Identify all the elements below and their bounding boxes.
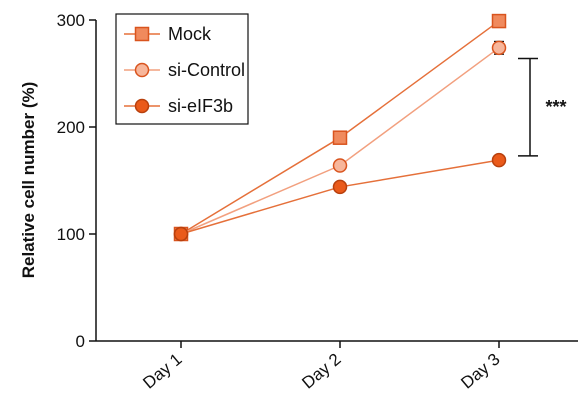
data-point <box>491 13 507 29</box>
legend-marker <box>134 98 150 114</box>
y-tick-label: 200 <box>57 118 85 137</box>
data-point <box>491 152 507 168</box>
legend-label: si-eIF3b <box>168 96 233 116</box>
data-point <box>332 158 348 173</box>
x-tick-label: Day 1 <box>139 350 185 393</box>
legend-label: Mock <box>168 24 212 44</box>
x-tick-label: Day 2 <box>298 350 344 393</box>
legend-item: Mock <box>124 24 212 44</box>
legend: Mock si-Control si-eIF3b <box>115 13 249 125</box>
legend-marker <box>134 62 150 78</box>
x-axis: Day 1 Day 2 Day 3 <box>96 340 578 393</box>
data-point <box>491 40 507 56</box>
data-point <box>332 130 348 145</box>
legend-marker <box>134 26 150 42</box>
y-tick-label: 300 <box>57 11 85 30</box>
y-tick-label: 100 <box>57 225 85 244</box>
legend-label: si-Control <box>168 60 245 80</box>
legend-item: si-Control <box>124 60 245 80</box>
y-axis: 0 100 200 300 <box>57 11 97 351</box>
x-tick-label: Day 3 <box>457 350 503 393</box>
data-point <box>332 179 348 195</box>
series-si-eif3b <box>173 152 507 242</box>
data-point <box>173 226 189 242</box>
significance-annotation: *** <box>518 57 567 157</box>
plot-area <box>173 13 507 242</box>
significance-label: *** <box>545 97 566 117</box>
legend-item: si-eIF3b <box>124 96 233 116</box>
y-axis-title: Relative cell number (%) <box>19 82 38 279</box>
y-tick-label: 0 <box>76 332 85 351</box>
